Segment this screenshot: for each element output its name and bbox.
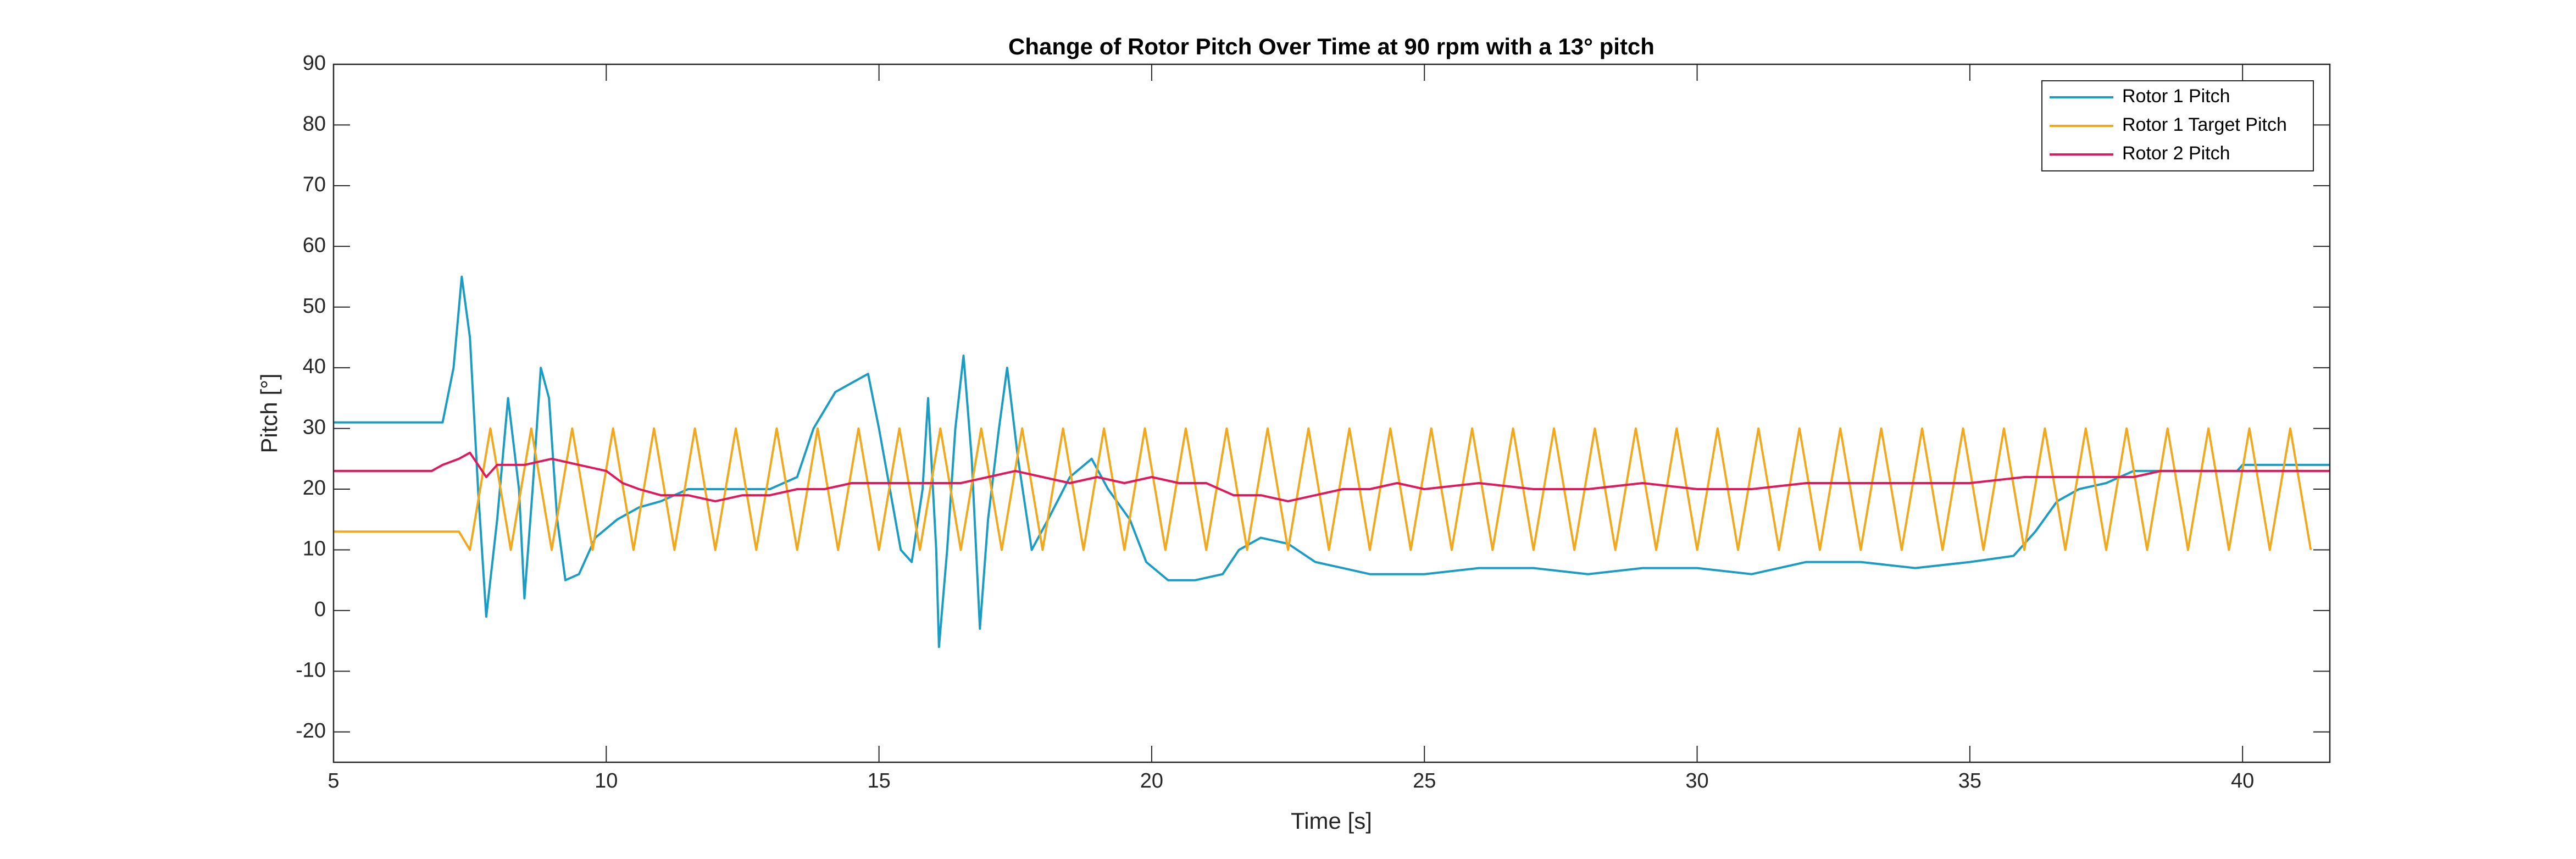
- x-tick-label: 5: [327, 769, 339, 793]
- legend-label: Rotor 1 Target Pitch: [2122, 114, 2287, 135]
- series-line: [334, 451, 2330, 503]
- y-tick-label: 90: [303, 52, 326, 75]
- y-tick-label: 50: [303, 295, 326, 318]
- x-axis-label: Time [s]: [1291, 808, 1372, 834]
- y-tick-label: 60: [303, 234, 326, 257]
- y-tick-label: 0: [314, 598, 326, 621]
- y-tick-label: 40: [303, 355, 326, 378]
- y-tick-label: 30: [303, 416, 326, 439]
- y-tick-label: -20: [296, 719, 326, 742]
- x-tick-label: 15: [867, 769, 890, 793]
- y-tick-label: 20: [303, 476, 326, 500]
- chart-title: Change of Rotor Pitch Over Time at 90 rp…: [1008, 34, 1655, 59]
- y-tick-label: 80: [303, 112, 326, 135]
- x-tick-label: 25: [1413, 769, 1436, 793]
- legend-label: Rotor 1 Pitch: [2122, 86, 2230, 107]
- series-line: [334, 427, 2312, 551]
- x-tick-label: 10: [595, 769, 618, 793]
- plot-frame: [332, 63, 2331, 763]
- x-tick-label: 40: [2231, 769, 2254, 793]
- x-tick-label: 20: [1140, 769, 1163, 793]
- legend-label: Rotor 2 Pitch: [2122, 143, 2230, 164]
- x-tick-label: 30: [1685, 769, 1708, 793]
- y-tick-label: -10: [296, 658, 326, 681]
- y-tick-label: 70: [303, 173, 326, 196]
- y-tick-label: 10: [303, 537, 326, 561]
- y-axis-label: Pitch [°]: [256, 373, 282, 453]
- x-tick-label: 35: [1958, 769, 1981, 793]
